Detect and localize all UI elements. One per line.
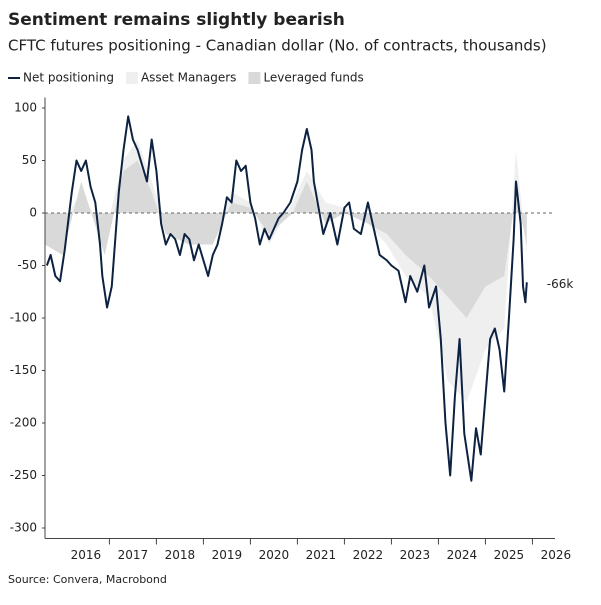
x-tick-label: 2018 xyxy=(165,548,196,562)
annotation: -66k xyxy=(547,277,574,291)
source-note: Source: Convera, Macrobond xyxy=(8,573,167,586)
legend-swatch xyxy=(125,72,138,84)
plot-area: 100 50 0 -50 -100 -150 -200 -250 -300 2016 2017 201… xyxy=(10,97,574,562)
y-tick-label: -300 xyxy=(10,521,37,535)
y-tick-label: -200 xyxy=(10,416,37,430)
y-tick-label: -250 xyxy=(10,468,37,482)
y-tick-label: -100 xyxy=(10,311,37,325)
legend-label: Net positioning xyxy=(23,71,114,85)
x-tick-label: 2016 xyxy=(71,548,102,562)
x-tick-label: 2021 xyxy=(306,548,337,562)
line xyxy=(45,115,528,482)
area xyxy=(45,160,527,318)
x-tick-label: 2022 xyxy=(353,548,384,562)
x-tick-label: 2020 xyxy=(259,548,290,562)
legend-label: Leveraged funds xyxy=(263,71,363,85)
y-tick-label: 50 xyxy=(22,153,37,167)
y-tick-label: -150 xyxy=(10,363,37,377)
x-tick-label: 2017 xyxy=(118,548,149,562)
legend-swatch xyxy=(248,72,261,84)
legend: Net positioning Asset Managers Leveraged f… xyxy=(8,71,364,85)
y-tick-label: -50 xyxy=(17,258,37,272)
legend-label: Asset Managers xyxy=(141,71,236,85)
chart-title: Sentiment remains slightly bearish xyxy=(8,10,345,30)
y-tick-label: 0 xyxy=(29,206,37,220)
x-tick-label: 2026 xyxy=(541,548,572,562)
x-tick-label: 2025 xyxy=(494,548,525,562)
x-tick-label: 2024 xyxy=(447,548,478,562)
chart-subtitle: CFTC futures positioning - Canadian doll… xyxy=(8,37,547,55)
y-tick-label: 100 xyxy=(14,101,37,115)
x-tick-label: 2023 xyxy=(400,548,431,562)
x-tick-label: 2019 xyxy=(212,548,243,562)
